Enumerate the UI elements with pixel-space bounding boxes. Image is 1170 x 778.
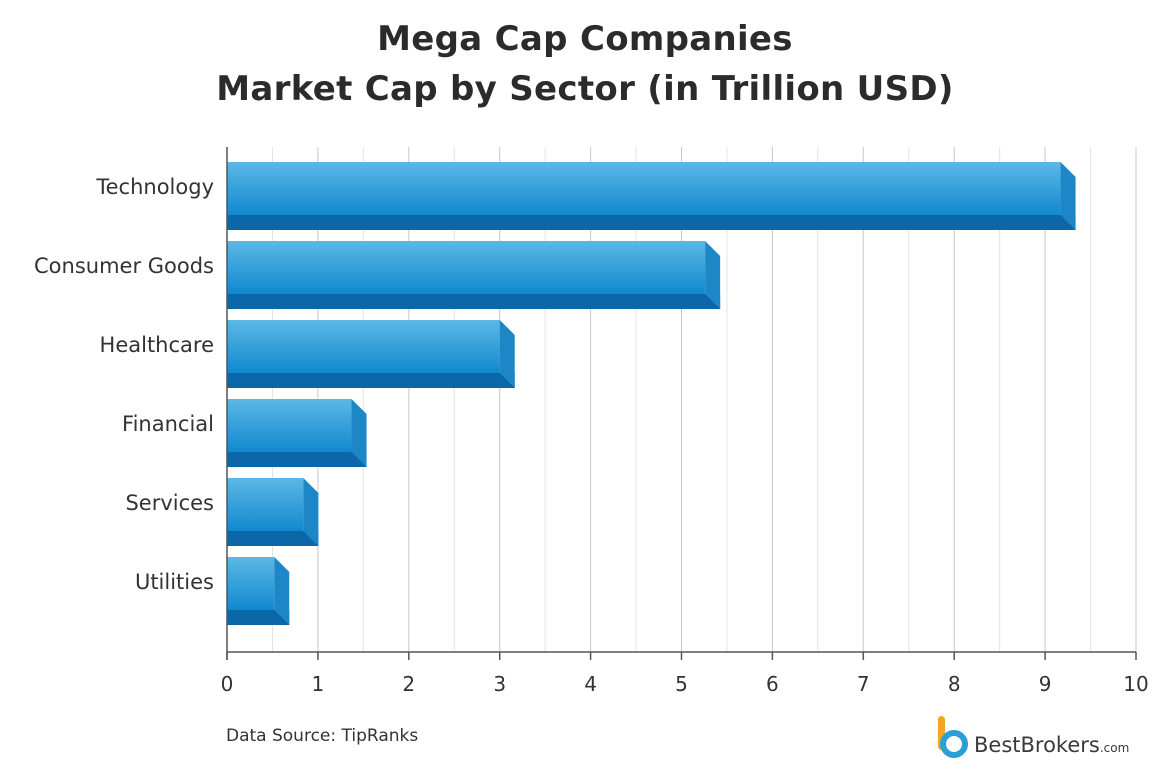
- x-tick-label: 1: [312, 672, 325, 696]
- x-tick-label: 6: [766, 672, 779, 696]
- category-label: Technology: [95, 175, 214, 199]
- bar-face: [227, 162, 1061, 215]
- bar-consumer-goods: [227, 241, 721, 309]
- bar-healthcare: [227, 320, 515, 388]
- bar-side: [274, 557, 290, 625]
- bar-base: [227, 373, 515, 388]
- brand-name-suffix: .com: [1099, 741, 1130, 755]
- bar-side: [351, 399, 367, 467]
- bar-base: [227, 452, 367, 467]
- x-tick-label: 5: [675, 672, 688, 696]
- chart-title-line-1: Mega Cap Companies: [377, 19, 793, 59]
- bar-side: [705, 241, 721, 309]
- x-tick-label: 3: [493, 672, 506, 696]
- bar-services: [227, 478, 319, 546]
- x-tick-label: 4: [584, 672, 597, 696]
- bar-side: [1060, 162, 1076, 230]
- category-label: Services: [125, 491, 214, 515]
- bar-technology: [227, 162, 1076, 230]
- bar-face: [227, 399, 352, 452]
- grid-lines: [271, 147, 1137, 652]
- bar-side: [303, 478, 319, 546]
- x-tick-label: 8: [948, 672, 961, 696]
- category-label: Consumer Goods: [34, 254, 214, 278]
- brand-b-icon: [938, 716, 968, 758]
- data-source-note: Data Source: TipRanks: [226, 726, 419, 746]
- bar-base: [227, 294, 721, 309]
- x-tick-label: 9: [1039, 672, 1052, 696]
- labels: Technology Consumer Goods Healthcare Financ…: [34, 175, 1149, 696]
- bar-financial: [227, 399, 367, 467]
- bar-side: [499, 320, 515, 388]
- bar-base: [227, 610, 290, 625]
- category-label: Healthcare: [100, 333, 214, 357]
- category-label: Financial: [122, 412, 214, 436]
- bar-face: [227, 557, 275, 610]
- x-tick-label: 10: [1123, 672, 1148, 696]
- bar-face: [227, 320, 500, 373]
- x-tick-label: 7: [857, 672, 870, 696]
- brand-name: BestBrokers.com: [974, 733, 1129, 757]
- category-label: Utilities: [135, 570, 214, 594]
- chart-title-line-2: Market Cap by Sector (in Trillion USD): [216, 69, 954, 109]
- bar-base: [227, 215, 1076, 230]
- bar-base: [227, 531, 319, 546]
- x-tick-label: 0: [221, 672, 234, 696]
- bar-face: [227, 241, 706, 294]
- axes: [226, 147, 1137, 660]
- x-tick-label: 2: [402, 672, 415, 696]
- bars: [227, 162, 1076, 625]
- chart-title: Mega Cap Companies Market Cap by Sector …: [0, 14, 1170, 114]
- bar-utilities: [227, 557, 290, 625]
- brand-name-main: BestBrokers: [974, 733, 1100, 757]
- bar-face: [227, 478, 304, 531]
- brand-logo: BestBrokers.com: [934, 714, 1129, 762]
